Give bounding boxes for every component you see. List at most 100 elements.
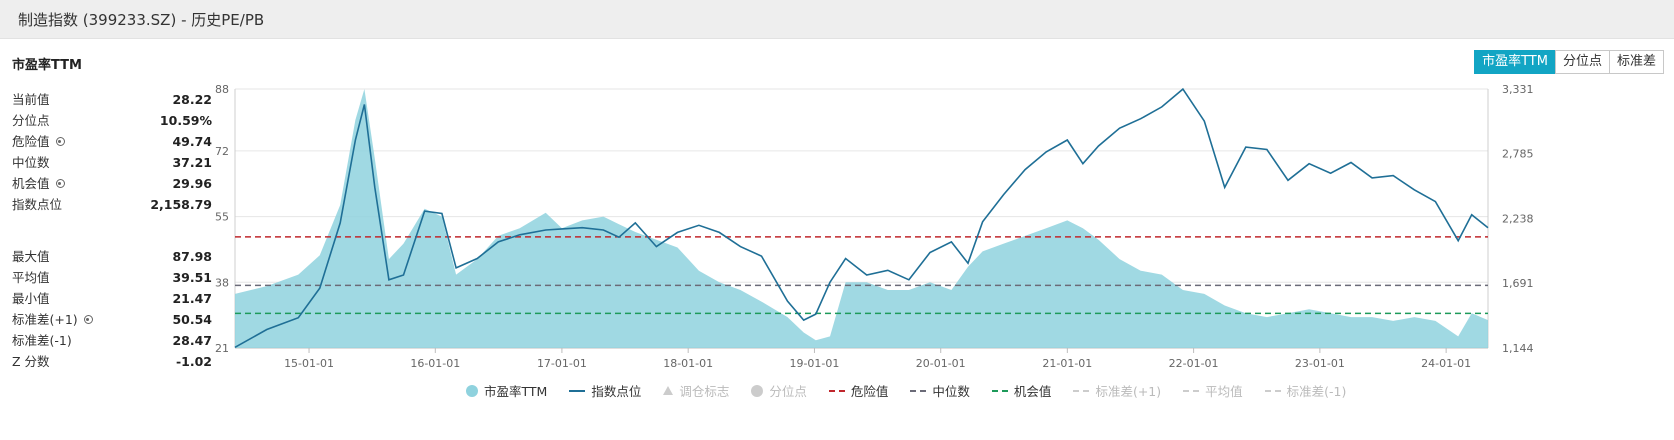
stat-label: 最小值 xyxy=(12,291,50,306)
legend-label: 市盈率TTM xyxy=(484,384,548,399)
legend-label: 标准差(+1) xyxy=(1095,384,1162,399)
legend-item[interactable]: 机会值 xyxy=(991,381,1052,400)
legend-label: 中位数 xyxy=(932,384,970,399)
legend-label: 调仓标志 xyxy=(679,384,730,399)
stat-label: 中位数 xyxy=(12,155,50,170)
dashed-line-marker-icon xyxy=(1264,389,1281,392)
stat-value: -1.02 xyxy=(175,354,212,369)
legend-item[interactable]: 分位点 xyxy=(751,381,807,400)
legend-item[interactable]: 平均值 xyxy=(1183,381,1243,400)
x-tick-label: 22-01-01 xyxy=(1169,357,1219,370)
legend-item[interactable]: 标准差(+1) xyxy=(1073,381,1161,400)
dashed-line-marker-icon xyxy=(1073,389,1090,392)
x-tick-label: 20-01-01 xyxy=(916,357,966,370)
stat-value: 10.59% xyxy=(159,113,212,128)
y-left-tick-label: 72 xyxy=(215,145,229,158)
gear-icon[interactable] xyxy=(83,315,93,324)
triangle-marker-icon xyxy=(663,386,674,395)
window-header: 制造指数 (399233.SZ) - 历史PE/PB xyxy=(0,0,1674,39)
legend-item[interactable]: 中位数 xyxy=(910,381,970,400)
x-tick-label: 23-01-01 xyxy=(1295,357,1345,370)
x-tick-label: 19-01-01 xyxy=(789,357,839,370)
stat-row: 当前值 28.22 xyxy=(12,89,212,110)
stat-value: 29.96 xyxy=(172,176,212,191)
stat-value: 37.21 xyxy=(172,155,212,170)
y-right-tick-label: 3,331 xyxy=(1502,83,1534,96)
stat-label: 机会值 xyxy=(12,173,65,194)
stat-row: 标准差(-1) 28.47 xyxy=(12,330,212,351)
stat-row: 最小值 21.47 xyxy=(12,288,212,309)
stat-label: 平均值 xyxy=(12,270,50,285)
legend-label: 指数点位 xyxy=(591,384,642,399)
tab-percentile[interactable]: 分位点 xyxy=(1554,50,1610,74)
stat-label: 危险值 xyxy=(12,131,65,152)
legend-label: 机会值 xyxy=(1013,384,1052,399)
stats-distribution: 最大值 87.98 平均值 39.51 最小值 21.47 标准差(+1) 50.54 标准差(… xyxy=(12,245,212,372)
x-tick-label: 24-01-01 xyxy=(1421,357,1471,370)
dashed-line-marker-icon xyxy=(910,389,927,392)
stat-value: 49.74 xyxy=(172,134,212,149)
y-left-tick-label: 55 xyxy=(215,211,229,224)
y-left-tick-label: 21 xyxy=(215,342,229,355)
panel-title: 市盈率TTM xyxy=(12,58,82,73)
stat-row: 标准差(+1) 50.54 xyxy=(12,309,212,330)
dashed-line-marker-icon xyxy=(828,389,845,392)
stat-value: 28.22 xyxy=(172,92,212,107)
stat-row: 指数点位 2,158.79 xyxy=(12,194,212,215)
x-tick-label: 17-01-01 xyxy=(537,357,587,370)
stat-label: Z 分数 xyxy=(12,354,50,369)
stat-row: 分位点 10.59% xyxy=(12,110,212,131)
x-tick-label: 15-01-01 xyxy=(284,357,334,370)
gear-icon[interactable] xyxy=(55,179,65,188)
dashed-line-marker-icon xyxy=(1183,389,1200,392)
stat-row: Z 分数 -1.02 xyxy=(12,351,212,372)
stat-label: 标准差(-1) xyxy=(12,333,72,348)
legend-item[interactable]: 调仓标志 xyxy=(663,381,729,400)
chart-legend: 市盈率TTM 指数点位 调仓标志 分位点 危险值 中位数 机会值 标准差(+1) 平均值 标准差(… xyxy=(466,381,1368,400)
y-right-tick-label: 1,691 xyxy=(1502,277,1534,290)
legend-item[interactable]: 危险值 xyxy=(828,381,889,400)
dashed-line-marker-icon xyxy=(991,389,1008,392)
x-tick-label: 16-01-01 xyxy=(410,357,460,370)
stat-label: 标准差(+1) xyxy=(12,309,93,330)
stat-value: 21.47 xyxy=(172,291,212,306)
legend-label: 平均值 xyxy=(1205,384,1243,399)
stat-row: 最大值 87.98 xyxy=(12,246,212,267)
x-tick-label: 18-01-01 xyxy=(663,357,713,370)
stat-label: 分位点 xyxy=(12,113,50,128)
stats-summary: 当前值 28.22 分位点 10.59% 危险值 49.74 中位数 37.21 机会值 29.9… xyxy=(12,89,212,215)
y-left-tick-label: 38 xyxy=(215,276,229,289)
stat-row: 机会值 29.96 xyxy=(12,173,212,194)
metric-toggle-group: 市盈率TTM 分位点 标准差 xyxy=(1474,50,1664,74)
stat-value: 50.54 xyxy=(172,312,212,327)
legend-item[interactable]: 标准差(-1) xyxy=(1264,381,1347,400)
stat-label: 指数点位 xyxy=(12,197,63,212)
tab-std-dev[interactable]: 标准差 xyxy=(1608,50,1664,74)
stat-label: 最大值 xyxy=(12,249,50,264)
legend-item[interactable]: 市盈率TTM xyxy=(466,381,547,400)
legend-label: 分位点 xyxy=(769,384,807,399)
stat-row: 平均值 39.51 xyxy=(12,267,212,288)
index-level-line xyxy=(234,87,1489,348)
stat-row: 危险值 49.74 xyxy=(12,131,212,152)
y-right-tick-label: 2,785 xyxy=(1502,148,1534,161)
stat-value: 28.47 xyxy=(172,333,212,348)
gear-icon[interactable] xyxy=(55,137,65,146)
line-marker-icon xyxy=(569,389,586,392)
legend-label: 标准差(-1) xyxy=(1286,384,1347,399)
page-title: 制造指数 (399233.SZ) - 历史PE/PB xyxy=(18,11,265,29)
stat-value: 87.98 xyxy=(172,249,212,264)
pe-ttm-area xyxy=(235,89,1488,348)
y-right-tick-label: 2,238 xyxy=(1502,212,1534,225)
stat-value: 39.51 xyxy=(172,270,212,285)
stat-label: 当前值 xyxy=(12,92,50,107)
legend-item[interactable]: 指数点位 xyxy=(569,381,641,400)
circle-marker-icon xyxy=(751,384,764,397)
y-left-tick-label: 88 xyxy=(215,83,229,96)
stat-row: 中位数 37.21 xyxy=(12,152,212,173)
circle-marker-icon xyxy=(466,384,478,397)
legend-label: 危险值 xyxy=(850,384,889,399)
stat-value: 2,158.79 xyxy=(150,197,212,212)
x-tick-label: 21-01-01 xyxy=(1042,357,1092,370)
